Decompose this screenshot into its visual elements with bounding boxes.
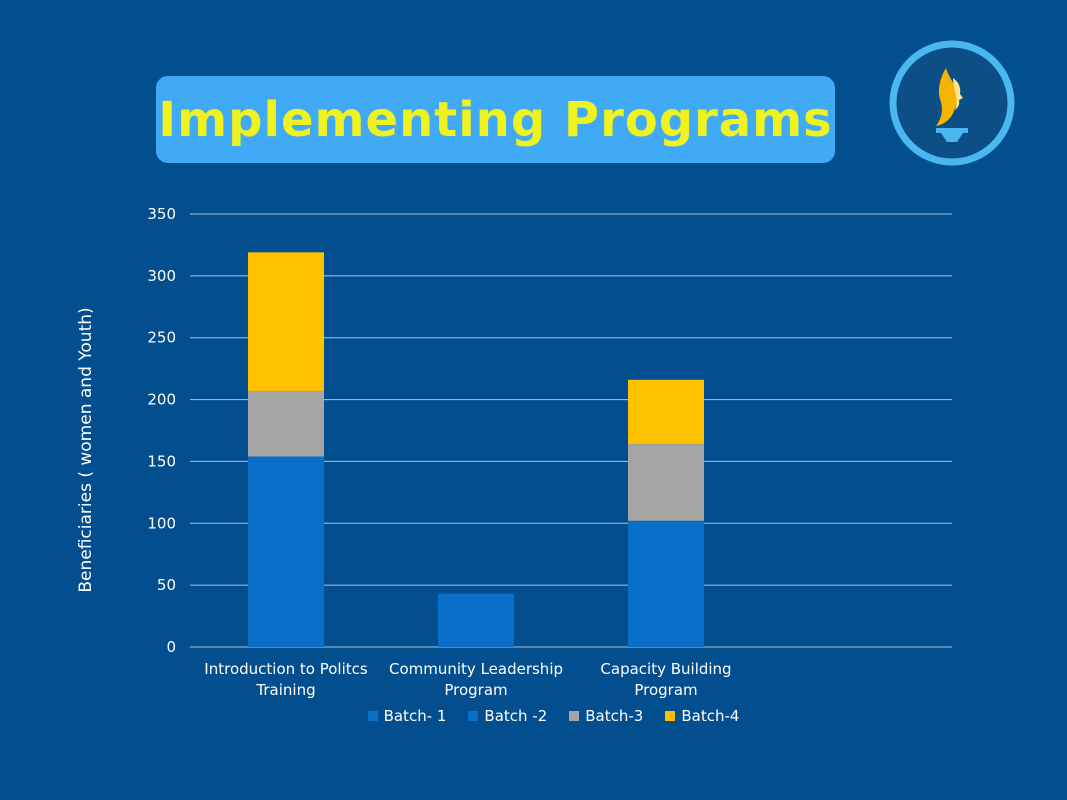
x-tick-label: Training bbox=[255, 681, 315, 699]
y-tick-label: 0 bbox=[166, 638, 176, 656]
y-tick-label: 150 bbox=[147, 452, 176, 470]
x-tick-label: Program bbox=[444, 681, 507, 699]
legend-item: Batch -2 bbox=[468, 707, 547, 725]
title-banner: Implementing Programs bbox=[156, 76, 835, 163]
y-tick-label: 250 bbox=[147, 329, 176, 347]
woman-profile-torch-logo bbox=[889, 40, 1015, 166]
legend-item: Batch- 1 bbox=[367, 707, 447, 725]
legend-item: Batch-3 bbox=[569, 707, 643, 725]
y-tick-label: 350 bbox=[147, 205, 176, 223]
x-tick-label: Community Leadership bbox=[389, 660, 563, 678]
x-tick-label: Program bbox=[634, 681, 697, 699]
legend-item: Batch-4 bbox=[665, 707, 739, 725]
y-tick-label: 200 bbox=[147, 391, 176, 409]
legend-swatch bbox=[665, 711, 676, 721]
page-title: Implementing Programs bbox=[158, 91, 833, 148]
x-tick-label: Capacity Building bbox=[600, 660, 731, 678]
legend-swatch bbox=[468, 711, 479, 721]
bar-segment bbox=[628, 444, 704, 521]
legend-label: Batch-3 bbox=[585, 707, 644, 725]
y-tick-label: 100 bbox=[147, 514, 176, 532]
bar-segment bbox=[248, 456, 324, 647]
bar-segment bbox=[248, 252, 324, 391]
y-tick-label: 50 bbox=[157, 576, 176, 594]
bar-segment bbox=[628, 520, 704, 647]
legend-label: Batch- 1 bbox=[383, 707, 447, 725]
bar-segment bbox=[438, 593, 514, 647]
y-tick-label: 300 bbox=[147, 267, 176, 285]
legend-label: Batch-4 bbox=[681, 707, 740, 725]
bar-segment bbox=[628, 379, 704, 445]
legend-swatch bbox=[367, 711, 378, 721]
legend-label: Batch -2 bbox=[484, 707, 548, 725]
bar-segment bbox=[248, 390, 324, 457]
chart-legend: Batch- 1 Batch -2 Batch-3 Batch-4 bbox=[0, 705, 1067, 727]
legend-swatch bbox=[569, 711, 580, 721]
x-tick-label: Introduction to Politcs bbox=[204, 660, 368, 678]
